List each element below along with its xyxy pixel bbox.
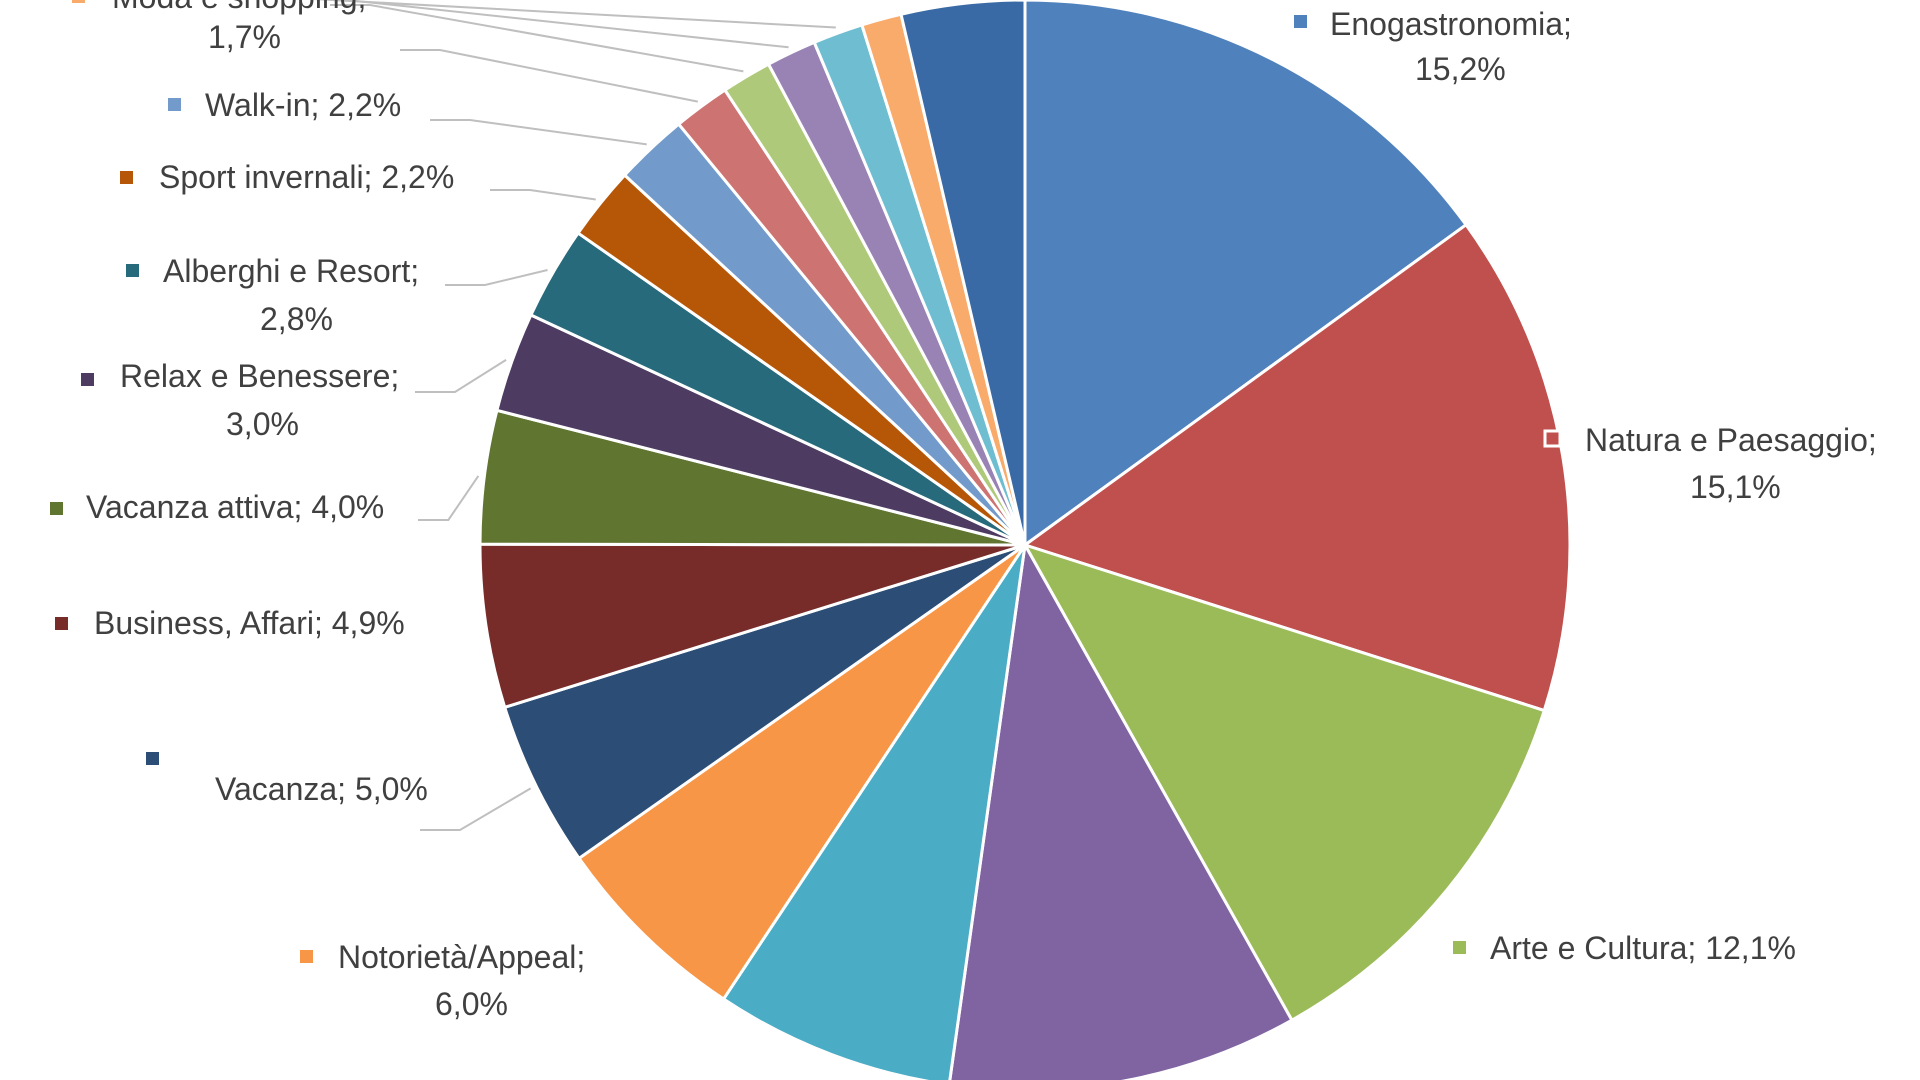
- label-notorieta-appeal-value: 6,0%: [435, 986, 508, 1022]
- legend-marker-natura: [1543, 429, 1562, 448]
- label-enogastronomia: Enogastronomia;: [1330, 6, 1572, 42]
- pie-slice-5: [576, 543, 1027, 1002]
- legend-marker-relax: [81, 373, 94, 386]
- pie-slice-3: [948, 540, 1294, 1080]
- label-relax-e-benessere: Relax e Benessere;: [120, 358, 399, 394]
- legend-marker-enogastronomia: [1294, 15, 1307, 28]
- label-natura-e-paesaggio: Natura e Paesaggio;: [1585, 422, 1877, 458]
- leader-line-10: [445, 269, 548, 286]
- label-sport-invernali: Sport invernali; 2,2%: [159, 159, 454, 195]
- label-alberghi-e-resort-value: 2,8%: [260, 301, 333, 337]
- legend-marker-vacanza: [146, 752, 159, 765]
- legend-marker-vacanza-attiva: [50, 502, 63, 515]
- leader-line-12: [430, 119, 647, 146]
- pie-slice-0: [1023, 0, 1469, 548]
- label-vacanza-attiva: Vacanza attiva; 4,0%: [86, 489, 384, 525]
- label-arte-e-cultura: Arte e Cultura; 12,1%: [1490, 930, 1796, 966]
- label-business-affari: Business, Affari; 4,9%: [94, 605, 405, 641]
- label-moda-e-shopping: Moda e shopping;: [112, 0, 366, 15]
- label-alberghi-e-resort: Alberghi e Resort;: [163, 253, 419, 289]
- legend-marker-arte: [1453, 941, 1466, 954]
- label-relax-e-benessere-value: 3,0%: [226, 406, 299, 442]
- legend-marker-alberghi: [126, 264, 139, 277]
- leader-lines: [313, 0, 836, 831]
- legend-marker-sport: [120, 171, 133, 184]
- leader-line-14: [330, 4, 744, 73]
- label-walk-in: Walk-in; 2,2%: [205, 87, 401, 123]
- label-vacanza: Vacanza; 5,0%: [215, 771, 428, 807]
- pie-slice-2: [1021, 542, 1547, 1023]
- pie-slice-18: [899, 0, 1027, 546]
- leader-line-8: [418, 475, 480, 521]
- label-notorieta-appeal: Notorietà/Appeal;: [338, 939, 585, 975]
- pie-slice-1: [1021, 222, 1572, 713]
- label-moda-e-shopping-value: 1,7%: [208, 19, 281, 55]
- label-enogastronomia-value: 15,2%: [1415, 51, 1506, 87]
- pie-slice-4: [721, 544, 1027, 1080]
- legend-marker-walk-in: [168, 98, 181, 111]
- leader-line-15: [337, 0, 789, 49]
- legend-marker-moda-e-shopping: [72, 0, 85, 3]
- legend-marker-business: [55, 617, 68, 630]
- legend-marker-notorieta: [300, 950, 313, 963]
- leader-line-13: [400, 49, 699, 103]
- leader-line-9: [415, 359, 507, 393]
- pie-slices: [478, 0, 1572, 1080]
- pie-slice-6: [502, 543, 1026, 861]
- leader-line-6: [420, 787, 532, 831]
- label-natura-e-paesaggio-value: 15,1%: [1690, 469, 1781, 505]
- pie-slice-7: [478, 542, 1026, 710]
- leader-line-16: [313, 0, 836, 29]
- leader-line-11: [490, 189, 596, 201]
